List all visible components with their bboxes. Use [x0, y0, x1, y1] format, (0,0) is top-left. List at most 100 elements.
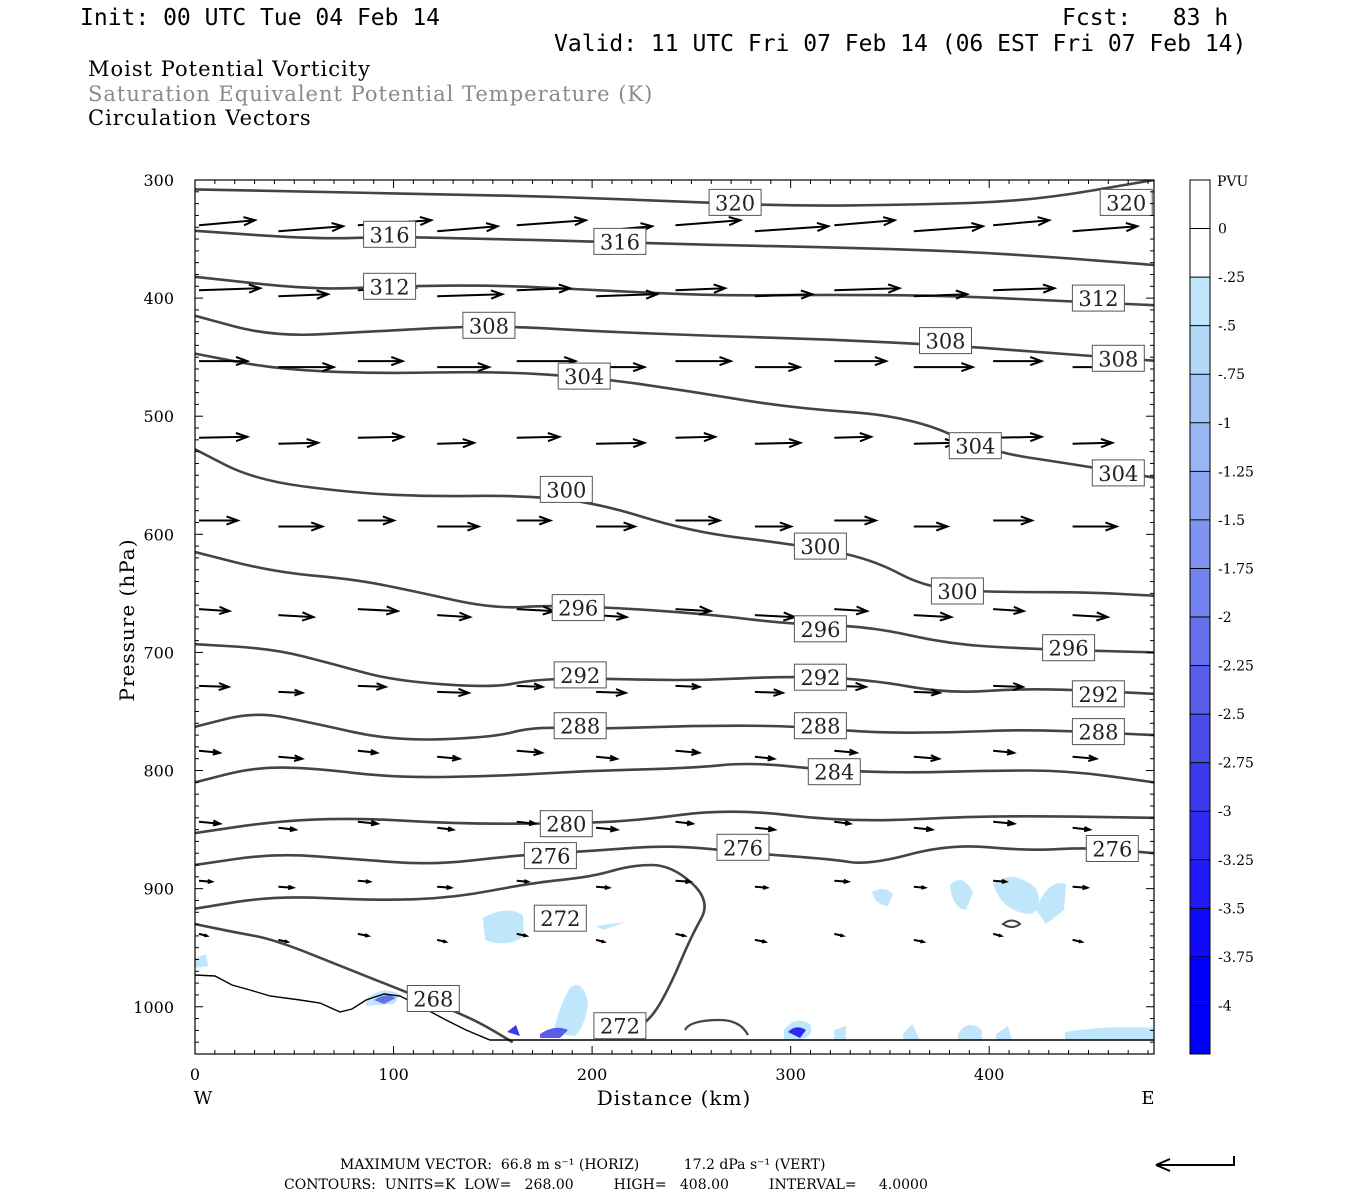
- plot-frame: [194, 179, 1155, 1055]
- contour-320: [195, 180, 1154, 207]
- contour-label-box: [406, 985, 460, 1012]
- contour-label: 276: [1092, 838, 1132, 862]
- contour-label-box: [363, 220, 417, 248]
- valid-time: Valid: 11 UTC Fri 07 Feb 14 (06 EST Fri …: [554, 31, 1247, 57]
- colorbar-segment: [1189, 1005, 1211, 1055]
- vector-arrow: [596, 825, 621, 833]
- vector-arrow: [754, 754, 777, 762]
- vector-arrow: [516, 932, 530, 938]
- vector-arrow: [198, 216, 258, 227]
- pv-blob: [1036, 883, 1066, 924]
- contour-308: [195, 314, 1154, 362]
- vector-arrow: [913, 885, 928, 890]
- vector-arrow: [754, 221, 832, 233]
- vector-arrow: [993, 819, 1018, 827]
- contour-label: 300: [800, 535, 840, 559]
- contour-label-box: [793, 712, 847, 740]
- vector-arrow: [278, 611, 317, 622]
- vector-arrow: [595, 938, 607, 944]
- contour-label: 312: [370, 275, 410, 299]
- vector-arrow: [516, 748, 545, 757]
- contour-label-box: [462, 311, 516, 339]
- vector-arrow: [357, 682, 389, 691]
- vector-arrow: [1072, 754, 1100, 762]
- contour-labels: 320 320 316 316 312 312 308 308 308 304 304 304 300 3…: [363, 188, 1153, 1040]
- colorbar-label: -.75: [1218, 367, 1245, 383]
- vector-arrow: [1072, 611, 1111, 622]
- vector-arrow: [198, 283, 264, 294]
- vector-arrow: [437, 438, 477, 449]
- vector-arrow: [754, 362, 803, 373]
- x-tick-label: 400: [974, 1065, 1005, 1084]
- contour-label: 288: [800, 715, 840, 739]
- small-closed-contour: [1001, 919, 1022, 928]
- colorbar-segment: [1189, 276, 1211, 326]
- contour-label: 292: [800, 666, 840, 690]
- contour-label-box: [553, 661, 607, 689]
- colorbar-segment: [1189, 859, 1211, 909]
- vector-arrow: [675, 605, 714, 616]
- vector-arrow: [437, 611, 473, 622]
- vector-arrow: [516, 819, 539, 827]
- colorbar-segment: [1189, 665, 1211, 715]
- vector-arrow: [754, 885, 770, 890]
- vector-arrow: [834, 432, 874, 443]
- axis-labels: Distance (km) Pressure (hPa) W E: [115, 539, 1155, 1110]
- vector-arrow: [992, 932, 1004, 938]
- vector-arrow: [913, 688, 943, 697]
- vector-arrow: [437, 521, 482, 532]
- pv-blob: [596, 922, 625, 930]
- vector-arrow: [913, 754, 942, 763]
- pv-blob: [958, 1024, 982, 1040]
- vector-arrow: [675, 356, 734, 367]
- vector-arrow: [199, 515, 241, 526]
- vector-arrow: [596, 289, 661, 300]
- vector-arrow: [754, 938, 769, 944]
- vector-arrow: [278, 438, 322, 449]
- axis-ticks: 0 100 200 300 400 300 400 500 600 700 800 900 1000: [133, 171, 1154, 1084]
- contour-label: 312: [1078, 287, 1118, 311]
- pv-blob: [993, 876, 1040, 914]
- vector-arrow: [913, 521, 951, 532]
- contour-label: 268: [413, 988, 453, 1012]
- y-tick-label: 1000: [133, 998, 174, 1017]
- vector-arrow: [596, 521, 638, 532]
- colorbar-segment: [1189, 422, 1211, 472]
- vector-arrow: [596, 438, 648, 449]
- vector-arrow: [437, 222, 501, 233]
- vector-arrow: [516, 879, 531, 884]
- contour-label: 296: [558, 597, 598, 621]
- colorbar-segment: [1189, 810, 1211, 861]
- contour-316: [195, 229, 1154, 267]
- vector-arrow: [278, 289, 331, 300]
- vector-arrow: [278, 688, 306, 697]
- colorbar-label: -3.25: [1218, 853, 1254, 869]
- pv-blob: [540, 1027, 568, 1038]
- vector-arrow: [1072, 521, 1120, 532]
- colorbar-segment: [1189, 373, 1211, 424]
- contour-label: 280: [546, 813, 586, 837]
- contour-label: 320: [715, 191, 755, 215]
- y-tick-label: 800: [143, 762, 174, 781]
- y-tick-label: 500: [143, 407, 174, 426]
- vector-arrow: [357, 356, 406, 367]
- contour-label: 304: [955, 435, 995, 459]
- contour-288: [195, 713, 1154, 741]
- field-title-vectors: Circulation Vectors: [88, 106, 312, 130]
- contour-label-box: [551, 594, 605, 622]
- contour-label: 300: [546, 478, 586, 502]
- colorbar-label: -4: [1218, 998, 1232, 1014]
- surface-contour: [684, 1018, 749, 1036]
- pv-blob: [483, 910, 524, 944]
- contour-label-box: [593, 227, 647, 255]
- contour-label: 292: [560, 664, 600, 688]
- west-label: W: [194, 1088, 213, 1109]
- colorbar-label: -2.5: [1218, 707, 1245, 723]
- vector-arrow: [993, 515, 1035, 526]
- vector-arrow: [913, 825, 936, 833]
- max-vector-note: MAXIMUM VECTOR: 66.8 m s⁻¹ (HORIZ) 17.2 …: [340, 1157, 826, 1173]
- vector-arrow: [198, 878, 215, 884]
- contour-284: [195, 762, 1154, 784]
- vector-arrow: [198, 932, 210, 938]
- vector-arrow: [357, 932, 372, 938]
